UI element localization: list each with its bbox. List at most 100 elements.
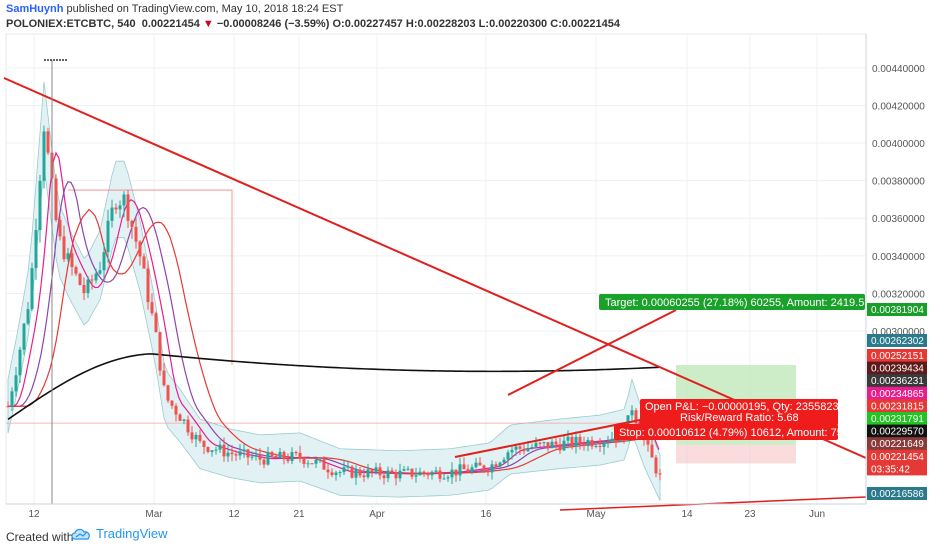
candle-body — [190, 432, 194, 440]
candle-body — [6, 406, 10, 408]
open-label: O: — [332, 18, 345, 30]
price-badge-label: 0.00262302 — [871, 336, 924, 347]
candle-body — [286, 459, 290, 462]
candle-body — [18, 349, 22, 376]
candle-body — [234, 454, 238, 456]
candle-body — [486, 470, 490, 473]
candle-body — [410, 468, 414, 477]
candle-body — [62, 236, 66, 260]
pnl-label-box[interactable] — [640, 399, 838, 425]
tradingview-logo[interactable]: TradingView — [70, 526, 168, 541]
candle-body — [34, 230, 38, 269]
candle-body — [550, 441, 554, 449]
candle-body — [374, 467, 378, 472]
candle-body — [438, 470, 442, 479]
candle-body — [142, 256, 146, 269]
candle-body — [178, 414, 182, 421]
candle-body — [22, 323, 26, 350]
price-badge-label: 0.00229570 — [871, 427, 924, 438]
candle-body — [154, 313, 158, 333]
time-tick-label: 14 — [681, 509, 693, 520]
price-badge — [867, 424, 927, 438]
candle-body — [634, 410, 638, 424]
price-badge — [867, 334, 927, 347]
candle-body — [318, 459, 322, 461]
candle-body — [430, 471, 434, 476]
candle-body — [102, 252, 106, 271]
candle-body — [74, 267, 78, 274]
last-price: 0.00221454 — [141, 18, 200, 30]
prior-range-box — [68, 189, 233, 365]
candle-body — [242, 449, 246, 452]
target-label-box[interactable] — [599, 294, 865, 310]
candle-body — [254, 454, 258, 457]
author-link[interactable]: SamHuynh — [6, 3, 64, 15]
candle-body — [594, 446, 598, 448]
candle-body — [578, 436, 582, 444]
candle-body — [530, 447, 534, 449]
candle-body — [490, 464, 494, 473]
candle-body — [342, 467, 346, 473]
price-chart[interactable]: Target: 0.00060255 (27.18%) 60255, Amoun… — [0, 0, 932, 522]
candle-body — [10, 391, 14, 407]
candle-body — [90, 279, 94, 281]
bollinger-fill — [7, 81, 661, 501]
price-badge — [867, 386, 927, 400]
open-value: 0.00227457 — [344, 18, 403, 30]
price-axis[interactable]: 0.00440000 0.00420000 0.00400000 0.00380000… — [865, 34, 927, 504]
tradingview-cloud-icon — [71, 528, 90, 540]
candle-body — [174, 405, 178, 415]
candle-body — [94, 273, 98, 281]
price-badge-label: 0.00231815 — [871, 401, 924, 412]
candle-body — [110, 207, 114, 221]
candle-body — [118, 205, 122, 210]
candle-body — [114, 207, 118, 210]
candle-body — [122, 194, 126, 206]
candle-body — [274, 455, 278, 458]
candle-body — [186, 419, 190, 433]
candle-body — [590, 439, 594, 447]
candle-body — [482, 465, 486, 471]
symbol-line: POLONIEX:ETCBTC, 540 0.00221454 ▼ −0.000… — [6, 18, 620, 30]
low-label: L: — [478, 18, 490, 30]
created-with-text: Created with — [6, 530, 74, 544]
candle-body — [130, 220, 134, 227]
ma-slow — [8, 208, 660, 475]
candle-body — [298, 452, 302, 459]
candle-body — [426, 473, 430, 476]
candle-body — [450, 469, 454, 478]
price-badge-label: 0.00216586 — [871, 489, 924, 500]
candle-body — [206, 446, 210, 452]
stop-label-box[interactable] — [614, 424, 838, 440]
candle-body — [378, 467, 382, 476]
candle-body — [446, 477, 450, 479]
symbol-label[interactable]: POLONIEX:ETCBTC, 540 — [6, 18, 136, 30]
candle-body — [582, 443, 586, 447]
candle-body — [350, 466, 354, 478]
price-badge — [867, 361, 927, 375]
candle-body — [198, 434, 202, 441]
price-badge-label: 0.00221649 — [871, 439, 924, 450]
price-badge — [867, 349, 927, 362]
candle-body — [262, 459, 266, 465]
candle-body — [566, 436, 570, 441]
candle-body — [534, 442, 538, 448]
price-change: −0.00008246 (−3.59%) — [216, 18, 330, 30]
candle-body — [570, 436, 574, 447]
candle-body — [106, 220, 110, 253]
candle-body — [346, 466, 350, 468]
time-axis[interactable]: 12 Mar 12 21 Apr 16 May 14 23 Jun — [6, 503, 866, 520]
candle-body — [270, 452, 274, 456]
publish-line: SamHuynh published on TradingView.com, M… — [6, 3, 343, 15]
candle-body — [542, 442, 546, 444]
close-value: 0.00221454 — [561, 18, 620, 30]
price-badge-label: 0.00234865 — [871, 389, 924, 400]
candle-body — [70, 253, 74, 268]
candle-body — [474, 462, 478, 468]
candle-body — [214, 449, 218, 451]
candle-body — [182, 419, 186, 421]
stop-label: Stop: 0.00010612 (4.79%) 10612, Amount: … — [619, 427, 849, 439]
candle-body — [258, 454, 262, 460]
candle-body — [558, 444, 562, 451]
time-tick-label: May — [587, 509, 606, 520]
